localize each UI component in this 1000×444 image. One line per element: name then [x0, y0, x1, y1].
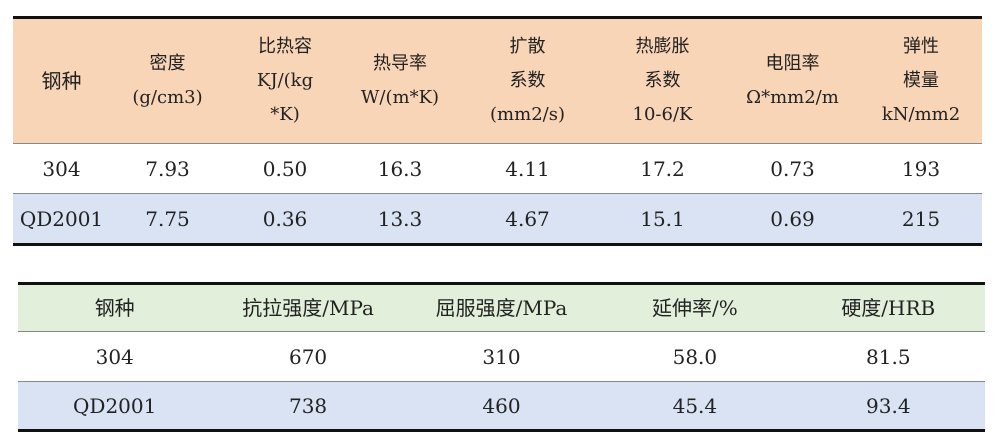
cell: 58.0	[598, 331, 792, 382]
header-cell: 比热容 KJ/(kg *K)	[225, 17, 345, 144]
cell: 7.93	[110, 143, 225, 194]
cell: 16.3	[345, 143, 455, 194]
cell: 310	[404, 331, 599, 382]
cell: 738	[211, 381, 405, 431]
cell: 0.69	[725, 193, 860, 245]
table-row: QD2001 738 460 45.4 93.4	[18, 381, 985, 431]
cell: 4.11	[455, 143, 600, 194]
cell: 93.4	[791, 381, 985, 431]
header-cell: 钢种	[18, 283, 212, 332]
header-cell: 硬度/HRB	[791, 283, 985, 332]
cell: 0.50	[225, 143, 345, 194]
cell: QD2001	[13, 193, 110, 245]
table-row: 304 7.93 0.50 16.3 4.11 17.2 0.73 193	[13, 143, 982, 194]
header-cell: 扩散 系数 (mm2/s)	[455, 17, 600, 144]
table-row: QD2001 7.75 0.36 13.3 4.67 15.1 0.69 215	[13, 193, 982, 245]
header-cell: 钢种	[13, 17, 110, 144]
mechanical-properties-table: 钢种 抗拉强度/MPa 屈服强度/MPa 延伸率/% 硬度/HRB 304 670 310 5…	[18, 282, 985, 432]
header-cell: 密度 (g/cm3)	[110, 17, 225, 144]
cell: 4.67	[455, 193, 600, 245]
header-cell: 弹性 模量 kN/mm2	[860, 17, 982, 144]
cell: 15.1	[600, 193, 725, 245]
header-row: 钢种 密度 (g/cm3) 比热容 KJ/(kg *K) 热导率 W/(m*K) 扩散系…	[13, 17, 982, 144]
cell: 304	[18, 331, 212, 382]
header-cell: 抗拉强度/MPa	[211, 283, 405, 332]
header-cell: 热导率 W/(m*K)	[345, 17, 455, 144]
cell: 193	[860, 143, 982, 194]
cell: 13.3	[345, 193, 455, 245]
header-cell: 延伸率/%	[598, 283, 792, 332]
cell: 215	[860, 193, 982, 245]
header-cell: 屈服强度/MPa	[404, 283, 599, 332]
cell: 17.2	[600, 143, 725, 194]
cell: 670	[211, 331, 405, 382]
header-cell: 电阻率 Ω*mm2/m	[725, 17, 860, 144]
cell: 81.5	[791, 331, 985, 382]
header-cell: 热膨胀 系数 10-6/K	[600, 17, 725, 144]
cell: 0.73	[725, 143, 860, 194]
header-row: 钢种 抗拉强度/MPa 屈服强度/MPa 延伸率/% 硬度/HRB	[18, 283, 985, 332]
cell: 0.36	[225, 193, 345, 245]
cell: 304	[13, 143, 110, 194]
cell: 460	[404, 381, 599, 431]
table-row: 304 670 310 58.0 81.5	[18, 331, 985, 382]
thermal-physical-properties-table: 钢种 密度 (g/cm3) 比热容 KJ/(kg *K) 热导率 W/(m*K) 扩散系…	[13, 16, 982, 246]
cell: 7.75	[110, 193, 225, 245]
cell: 45.4	[598, 381, 792, 431]
cell: QD2001	[18, 381, 212, 431]
